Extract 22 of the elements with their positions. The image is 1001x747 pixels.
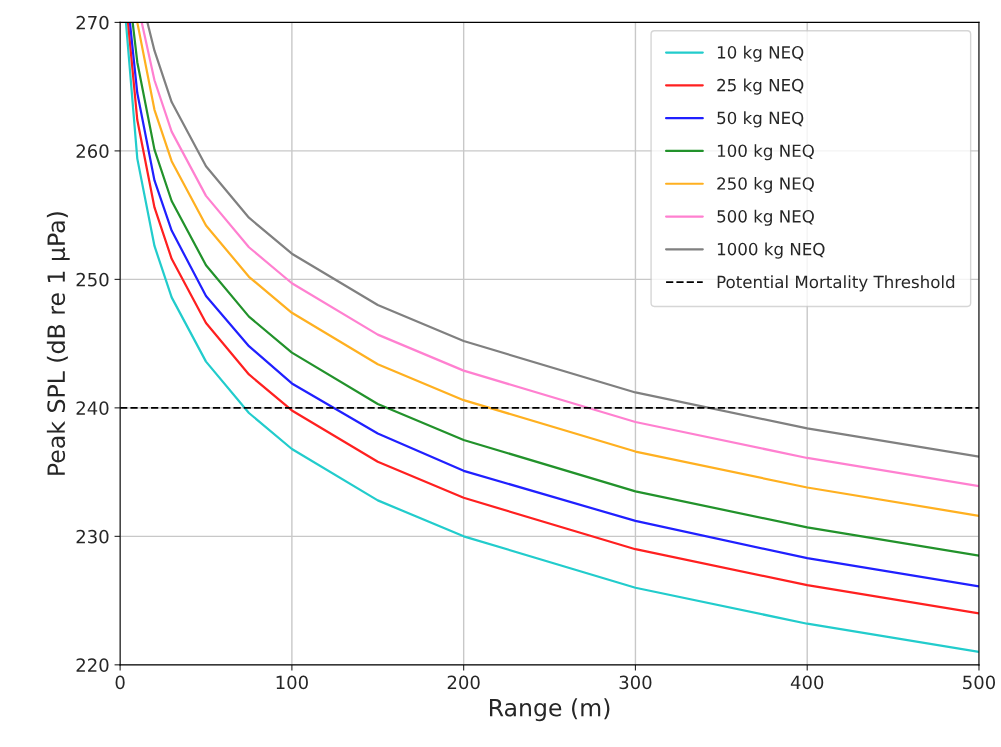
legend-label: 50 kg NEQ [717,111,804,128]
x-tick-label: 500 [963,675,996,690]
y-tick-label: 250 [76,272,109,287]
x-tick-label: 200 [447,675,480,690]
x-axis-title: Range (m) [489,698,610,722]
legend-label: 10 kg NEQ [717,45,804,62]
x-tick-label: 400 [790,675,824,690]
legend-label: 250 kg NEQ [717,176,814,194]
y-tick-label: 260 [76,144,109,159]
legend-label: Potential Mortality Threshold [717,275,955,292]
y-tick-label: 230 [76,529,109,544]
y-tick-label: 240 [76,401,109,415]
legend-label: 100 kg NEQ [717,144,814,161]
x-tick-label: 0 [115,675,125,690]
y-axis-title: Peak SPL (dB re 1 µPa) [46,212,70,475]
x-tick-label: 100 [276,675,308,690]
x-tick-label: 300 [619,675,652,690]
y-tick-label: 220 [76,658,109,672]
legend-label: 25 kg NEQ [717,78,804,95]
legend-label: 1000 kg NEQ [717,242,825,259]
legend-label: 500 kg NEQ [717,209,814,226]
y-tick-label: 270 [76,15,109,30]
